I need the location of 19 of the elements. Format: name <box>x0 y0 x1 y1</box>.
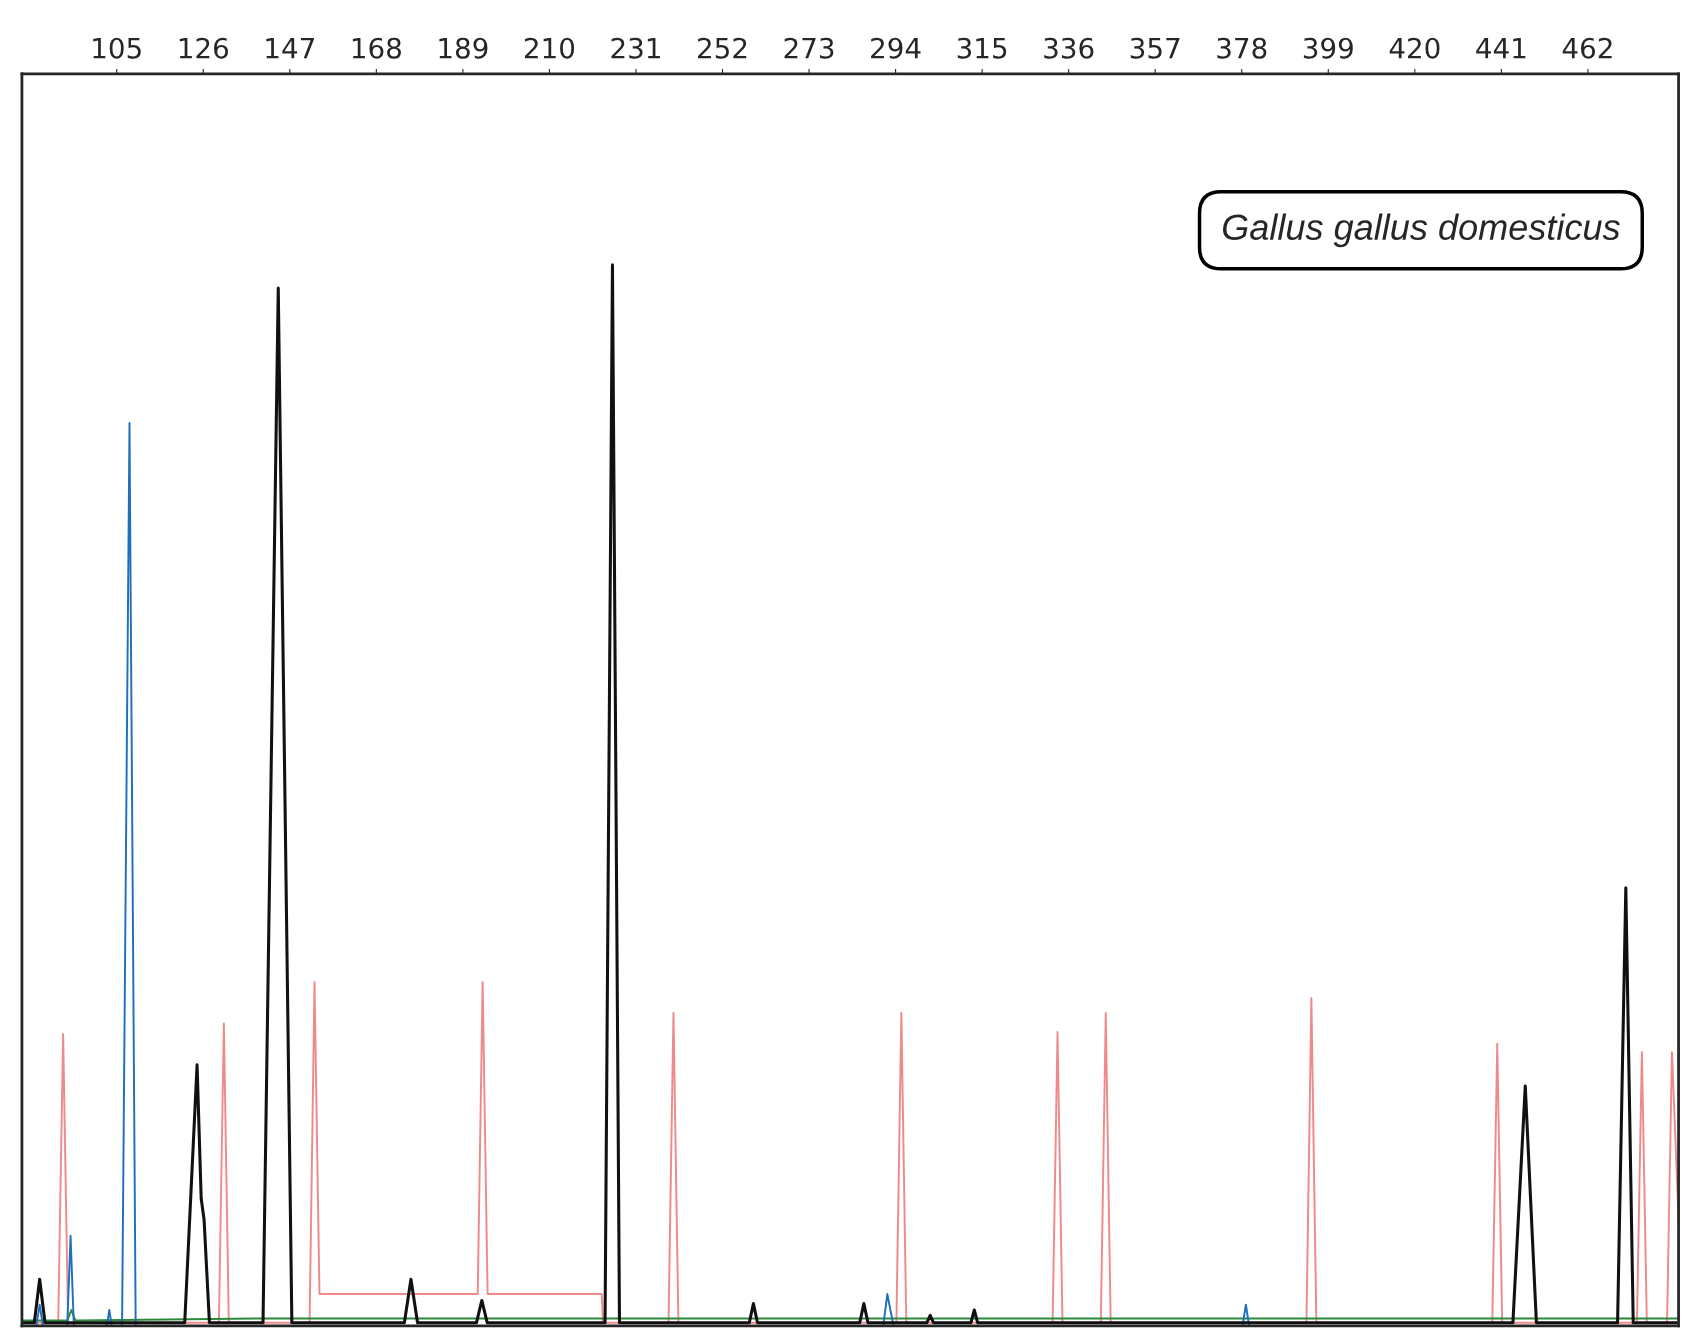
text: Gallus gallus domesticus <box>1222 213 1620 248</box>
x-tick-label: 189 <box>439 37 488 59</box>
x-tick-label: 252 <box>698 37 747 59</box>
x-tick-label: 336 <box>1044 37 1094 59</box>
x-tick-label: 420 <box>1389 37 1440 59</box>
x-tick-label: 126 <box>179 37 229 59</box>
x-tick-label: 357 <box>1130 37 1180 59</box>
x-tick-label: 273 <box>784 37 834 59</box>
x-tick-label: 441 <box>1476 38 1526 59</box>
x-tick-label: 462 <box>1562 37 1612 59</box>
x-tick-label: 399 <box>1303 37 1353 59</box>
x-tick-label: 315 <box>957 37 1007 59</box>
x-tick-label: 168 <box>352 37 401 59</box>
x-tick-label: 294 <box>871 37 921 59</box>
x-tick-label: 231 <box>611 37 660 59</box>
x-tick-label: 105 <box>93 37 141 59</box>
x-tick-label: 210 <box>524 37 575 59</box>
x-tick-label: 147 <box>266 38 314 59</box>
x-tick-label: 378 <box>1217 37 1267 59</box>
